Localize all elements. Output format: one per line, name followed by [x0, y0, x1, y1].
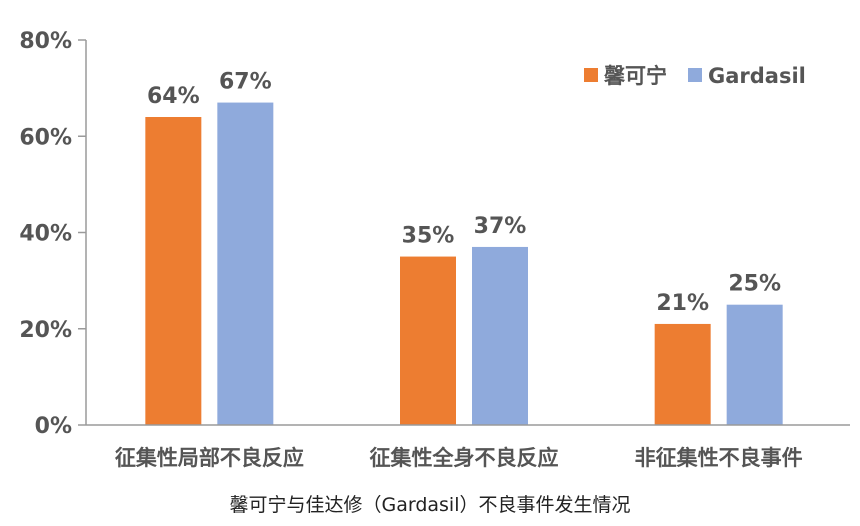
- x-tick-label: 征集性全身不良反应: [370, 446, 559, 470]
- legend-swatch: [688, 68, 702, 82]
- data-label: 35%: [402, 224, 455, 249]
- legend: 馨可宁 Gardasil: [584, 64, 806, 88]
- data-label: 67%: [219, 70, 272, 95]
- legend-swatch: [584, 68, 598, 82]
- data-labels: 64% 67% 35% 37% 21% 25%: [147, 70, 781, 316]
- bar: [217, 102, 274, 425]
- y-tick-label: 20%: [19, 318, 72, 343]
- data-label: 64%: [147, 84, 200, 109]
- data-label: 21%: [656, 291, 709, 316]
- bar: [400, 256, 456, 425]
- bar: [472, 246, 528, 425]
- bar: [654, 323, 711, 425]
- y-tick-label: 60%: [19, 125, 72, 150]
- y-tick-label: 40%: [19, 222, 72, 247]
- data-label: 25%: [728, 272, 781, 297]
- chart-title: 馨可宁与佳达修（Gardasil）不良事件发生情况: [229, 494, 630, 516]
- bars: [145, 102, 783, 425]
- data-label: 37%: [474, 214, 527, 239]
- legend-label: Gardasil: [708, 64, 806, 88]
- legend-label: 馨可宁: [603, 64, 667, 88]
- y-tick-label: 80%: [19, 29, 72, 54]
- x-tick-label: 征集性局部不良反应: [115, 446, 304, 470]
- x-tick-label: 非征集性不良事件: [635, 446, 803, 470]
- y-tick-label: 0%: [35, 414, 72, 439]
- bar: [145, 117, 202, 425]
- y-axis: 0% 20% 40% 60% 80%: [19, 29, 87, 439]
- bar: [726, 304, 783, 425]
- x-axis: 征集性局部不良反应 征集性全身不良反应 非征集性不良事件: [86, 424, 850, 470]
